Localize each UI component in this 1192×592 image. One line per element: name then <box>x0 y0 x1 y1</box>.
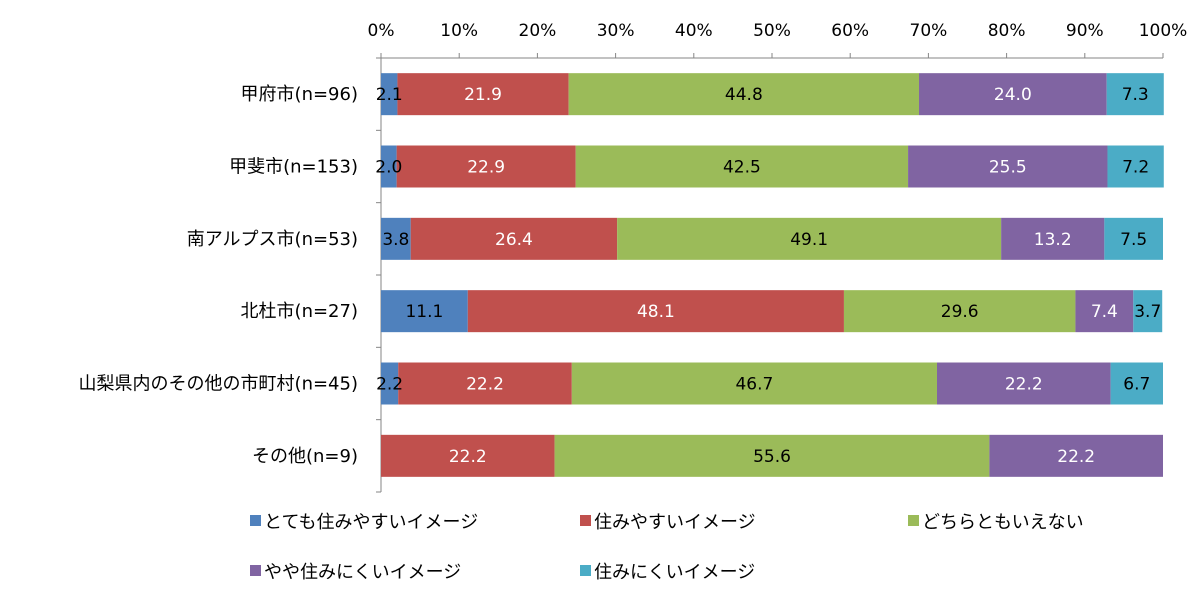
x-tick-label: 0% <box>368 21 395 41</box>
bar-segment <box>1106 73 1164 116</box>
data-label: 25.5 <box>989 158 1027 178</box>
bar-segment <box>1001 217 1105 260</box>
bar-segment <box>397 73 569 116</box>
x-tick-label: 100% <box>1139 21 1188 41</box>
bar-segment <box>908 145 1108 188</box>
x-tick-label: 20% <box>519 21 557 41</box>
bar-segment <box>1107 145 1164 188</box>
x-tick-label: 10% <box>440 21 478 41</box>
bar-segment <box>843 290 1076 333</box>
data-label: 22.9 <box>467 158 505 178</box>
data-label: 55.6 <box>753 447 791 467</box>
bar-segment <box>381 362 399 405</box>
data-label: 2.0 <box>375 158 402 178</box>
x-tick-label: 40% <box>675 21 713 41</box>
labels-layer: 2.1 21.9 44.8 24.0 7.3 2.0 22.9 42.5 25.5 7.2 3.8 2… <box>375 85 1161 467</box>
axis-layer: 0% 10% 20% 30% 40% 50% 60% 70% 80% 90% 100% 甲府市(n=9… <box>79 21 1188 493</box>
x-tick-label: 80% <box>988 21 1026 41</box>
bar-segment <box>1075 290 1134 333</box>
x-tick-label: 90% <box>1066 21 1104 41</box>
bar-segment <box>571 362 938 405</box>
data-label: 29.6 <box>941 302 979 322</box>
bar-segment <box>398 362 572 405</box>
legend-swatch <box>250 565 261 576</box>
category-label: 山梨県内のその他の市町村(n=45) <box>79 374 358 395</box>
bar-segment <box>467 290 844 333</box>
data-label: 46.7 <box>735 375 773 395</box>
data-label: 7.4 <box>1091 302 1118 322</box>
data-label: 21.9 <box>464 85 502 105</box>
legend-swatch <box>250 515 261 526</box>
bar-segment <box>554 434 990 477</box>
category-label: その他(n=9) <box>252 446 358 467</box>
data-label: 6.7 <box>1123 375 1150 395</box>
bar-segment <box>1110 362 1163 405</box>
bar-segment <box>617 217 1002 260</box>
bar-segment <box>575 145 909 188</box>
legend-swatch <box>580 565 591 576</box>
data-label: 48.1 <box>637 302 675 322</box>
bar-segment <box>410 217 618 260</box>
data-label: 7.3 <box>1122 85 1149 105</box>
data-label: 2.2 <box>376 375 403 395</box>
data-label: 26.4 <box>495 230 533 250</box>
bar-segment <box>381 217 411 260</box>
category-label: 北杜市(n=27) <box>241 301 358 322</box>
legend: とても住みやすいイメージ 住みやすいイメージ どちらともいえないやや住みにくいイメー… <box>250 512 1084 583</box>
bar-segment <box>919 73 1107 116</box>
category-label: 甲斐市(n=153) <box>229 157 358 178</box>
bar-segment <box>1104 217 1163 260</box>
data-label: 3.7 <box>1134 302 1161 322</box>
category-label: 甲府市(n=96) <box>241 84 358 105</box>
data-label: 44.8 <box>725 85 763 105</box>
data-label: 7.2 <box>1122 158 1149 178</box>
bars-layer <box>381 73 1164 477</box>
data-label: 3.8 <box>382 230 409 250</box>
data-label: 22.2 <box>449 447 487 467</box>
data-label: 7.5 <box>1120 230 1147 250</box>
bar-segment <box>1133 290 1163 333</box>
legend-label: どちらともいえない <box>922 512 1084 533</box>
bar-segment <box>989 434 1163 477</box>
legend-label: とても住みやすいイメージ <box>264 512 478 533</box>
legend-swatch <box>908 515 919 526</box>
x-tick-label: 30% <box>597 21 635 41</box>
legend-label: やや住みにくいイメージ <box>264 562 461 583</box>
data-label: 11.1 <box>405 302 443 322</box>
bar-segment <box>568 73 920 116</box>
x-tick-label: 70% <box>910 21 948 41</box>
data-label: 22.2 <box>1057 447 1095 467</box>
data-label: 49.1 <box>790 230 828 250</box>
bar-segment <box>381 434 555 477</box>
data-label: 22.2 <box>466 375 504 395</box>
data-label: 2.1 <box>376 85 403 105</box>
legend-label: 住みやすいイメージ <box>594 512 756 533</box>
category-label: 南アルプス市(n=53) <box>187 229 358 250</box>
x-tick-label: 50% <box>753 21 791 41</box>
bar-segment <box>381 73 398 116</box>
data-label: 24.0 <box>994 85 1032 105</box>
legend-label: 住みにくいイメージ <box>594 562 755 583</box>
bar-segment <box>381 290 468 333</box>
bar-segment <box>937 362 1111 405</box>
bar-segment <box>381 145 397 188</box>
bar-segment <box>396 145 576 188</box>
data-label: 22.2 <box>1005 375 1043 395</box>
legend-swatch <box>580 515 591 526</box>
data-label: 13.2 <box>1034 230 1072 250</box>
data-label: 42.5 <box>723 158 761 178</box>
x-tick-label: 60% <box>831 21 869 41</box>
